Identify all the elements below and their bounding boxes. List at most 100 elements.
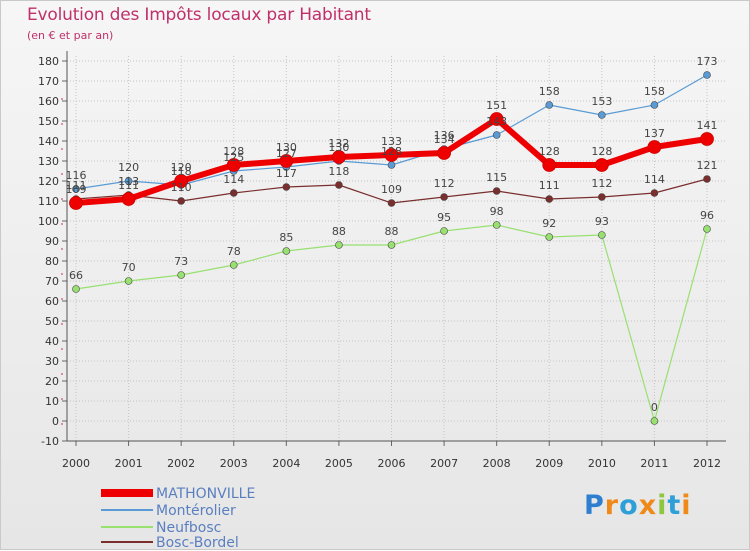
data-point [335,241,343,249]
data-label: 66 [69,269,83,282]
y-tick-label: 160 [38,95,59,108]
data-label: 109 [66,183,87,196]
logo-letter: P [584,490,605,521]
data-label: 120 [171,161,192,174]
x-tick-label: 2007 [430,457,458,470]
data-label: 73 [174,255,188,268]
data-point [282,247,291,255]
data-label: 128 [381,145,402,158]
data-label: 112 [591,177,612,190]
data-point [650,417,659,425]
x-tick-label: 2009 [535,457,563,470]
logo-letter: i [657,490,668,521]
data-label: 95 [437,211,451,224]
data-label: 137 [644,127,665,140]
data-point [69,196,83,210]
y-tick-label: 70 [45,275,59,288]
data-label: 111 [66,179,87,192]
y-tick-label: 100 [38,215,59,228]
data-point [282,183,291,191]
data-point [703,71,711,79]
data-point [542,158,557,172]
data-label: 128 [539,145,560,158]
x-tick-label: 2004 [272,457,300,470]
data-label: 158 [644,85,665,98]
data-label: 78 [227,245,241,258]
chart-title: Evolution des Impôts locaux par Habitant [27,5,371,25]
data-label: 117 [276,167,297,180]
data-point [703,175,711,183]
data-label: 93 [595,215,609,228]
data-point [492,131,501,139]
y-tick-label: 150 [38,115,59,128]
data-label: 116 [66,169,87,182]
data-label: 158 [539,85,560,98]
x-tick-label: 2010 [588,457,616,470]
data-label: 120 [118,161,139,174]
data-point [384,148,399,162]
data-point [387,241,396,249]
x-tick-label: 2001 [115,457,143,470]
data-label: 111 [539,179,560,192]
data-point [177,197,185,205]
data-label: 173 [697,55,718,68]
data-label: 136 [434,129,455,142]
x-tick-label: 2012 [693,457,721,470]
data-label: 113 [118,175,139,188]
data-point [492,187,501,195]
data-label: 130 [276,141,297,154]
y-tick-label: 110 [38,195,59,208]
data-label: 96 [700,209,714,222]
data-point [335,181,343,189]
y-tick-label: 50 [45,315,59,328]
data-label: 121 [697,159,718,172]
data-point [598,231,606,239]
y-tick-label: 80 [45,255,59,268]
legend-label: Neufbosc [156,520,221,536]
data-point [174,174,189,188]
data-point [177,271,185,279]
data-point [437,146,451,160]
data-label: 151 [486,99,507,112]
data-point [647,140,662,154]
data-label: 127 [276,147,297,160]
logo-letter: o [619,490,639,521]
y-tick-label: -10 [41,435,59,448]
data-label: 114 [223,173,244,186]
data-point [650,101,659,109]
legend-label: Bosc-Bordel [156,535,239,551]
data-point [387,199,396,207]
logo-letter: t [667,490,682,521]
y-tick-label: 0 [52,415,59,428]
data-label: 128 [591,145,612,158]
x-tick-label: 2000 [62,457,90,470]
data-label: 110 [171,181,192,194]
data-point [124,277,133,285]
data-point [703,225,711,233]
data-point [387,161,396,169]
x-tick-label: 2006 [378,457,406,470]
logo-letter: r [604,490,620,521]
data-point [545,195,554,203]
data-point [545,101,554,109]
data-point [700,132,714,146]
data-point [492,221,501,229]
data-label: 109 [381,183,402,196]
y-tick-label: 20 [45,375,59,388]
data-label: 92 [542,217,556,230]
data-label: 88 [332,225,346,238]
x-tick-label: 2002 [167,457,195,470]
data-label: 143 [486,115,507,128]
y-tick-label: 40 [45,335,59,348]
data-point [332,150,346,164]
data-point [229,189,238,197]
x-tick-label: 2003 [220,457,248,470]
data-label: 141 [697,119,718,132]
y-tick-label: 120 [38,175,59,188]
data-point [121,192,136,206]
data-point [650,189,659,197]
y-tick-label: 30 [45,355,59,368]
data-point [279,154,294,168]
